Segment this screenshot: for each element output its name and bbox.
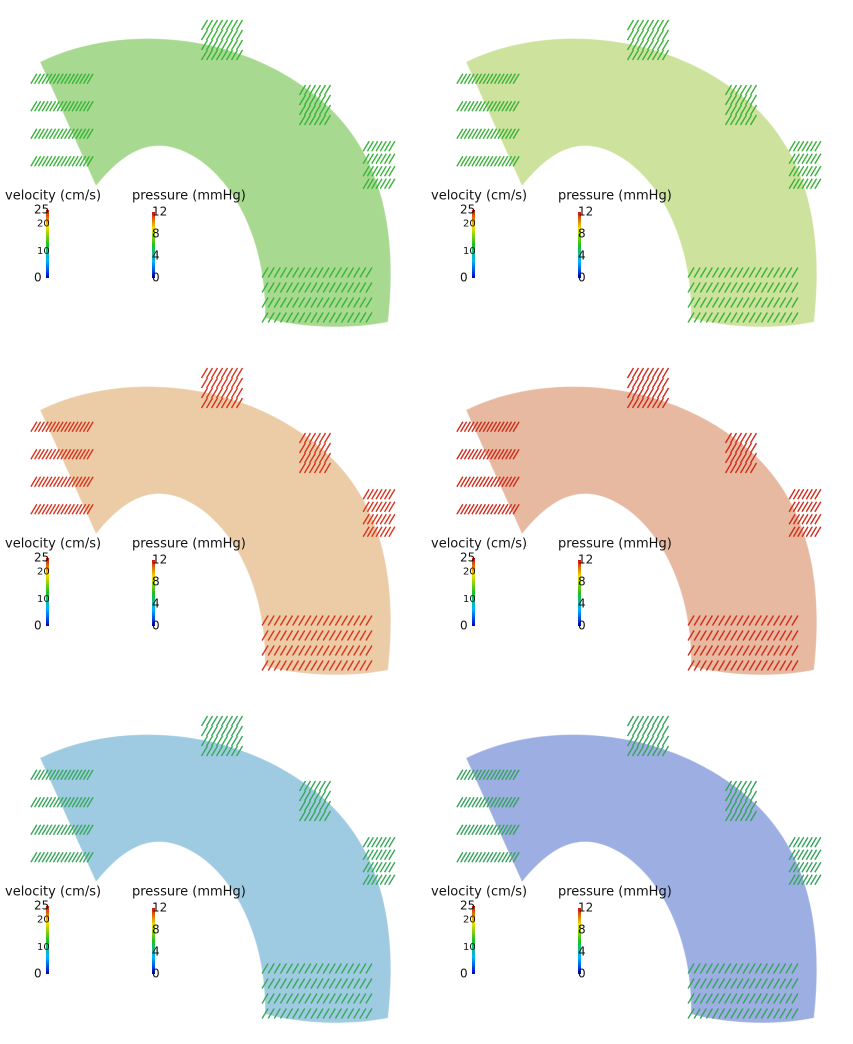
colorbar: [152, 908, 155, 974]
legend-tick: 0: [152, 967, 160, 981]
colorbar: [152, 560, 155, 626]
legend-tick: 0: [34, 619, 42, 633]
colorbar: [578, 212, 581, 278]
panel: velocity (cm/s)25 20 10 0 pressure (mmHg)12 8…: [431, 716, 821, 1023]
legend-tick: 20: [37, 219, 50, 230]
legend-tick: 12: [152, 205, 167, 219]
legend-title: pressure (mmHg): [558, 189, 672, 204]
legend-title: pressure (mmHg): [558, 537, 672, 552]
legend-tick: 4: [152, 249, 160, 263]
legend-tick: 25: [34, 899, 49, 913]
legend-tick: 10: [37, 942, 50, 953]
legend-title: pressure (mmHg): [132, 885, 246, 900]
legend-tick: 8: [152, 575, 160, 589]
legend-tick: 0: [460, 967, 468, 981]
legend-tick: 4: [578, 945, 586, 959]
panel: velocity (cm/s)25 20 10 0 pressure (mmHg)12 8…: [5, 368, 395, 675]
vessel-surface: [40, 735, 391, 1023]
legend-tick: 12: [578, 553, 593, 567]
legend-title: pressure (mmHg): [132, 537, 246, 552]
legend-tick: 4: [578, 249, 586, 263]
legend-tick: 20: [463, 915, 476, 926]
legend-tick: 8: [152, 923, 160, 937]
legend-tick: 0: [34, 271, 42, 285]
legend-tick: 20: [463, 567, 476, 578]
legend-tick: 0: [578, 619, 586, 633]
legend-tick: 4: [152, 945, 160, 959]
legend-tick: 20: [37, 915, 50, 926]
vessel-surface: [466, 387, 817, 675]
legend-tick: 0: [578, 967, 586, 981]
panel: velocity (cm/s)25 20 10 0 pressure (mmHg)12 8…: [5, 20, 395, 327]
colorbar: [152, 212, 155, 278]
legend-tick: 12: [578, 901, 593, 915]
legend-tick: 10: [463, 942, 476, 953]
legend-tick: 8: [152, 227, 160, 241]
legend-tick: 8: [578, 227, 586, 241]
legend-tick: 0: [152, 619, 160, 633]
legend-tick: 0: [460, 619, 468, 633]
panel: velocity (cm/s)25 20 10 0 pressure (mmHg)12 8…: [431, 20, 821, 327]
legend-tick: 4: [578, 597, 586, 611]
legend-tick: 0: [152, 271, 160, 285]
legend-tick: 8: [578, 923, 586, 937]
legend-tick: 12: [578, 205, 593, 219]
legend-tick: 0: [34, 967, 42, 981]
legend-tick: 10: [37, 594, 50, 605]
legend-title: velocity (cm/s): [5, 537, 101, 552]
legend-tick: 20: [37, 567, 50, 578]
legend-tick: 4: [152, 597, 160, 611]
legend-tick: 25: [460, 203, 475, 217]
colorbar: [578, 908, 581, 974]
legend-tick: 10: [463, 246, 476, 257]
legend-tick: 25: [34, 551, 49, 565]
legend-tick: 10: [463, 594, 476, 605]
legend-tick: 25: [460, 899, 475, 913]
legend-title: pressure (mmHg): [132, 189, 246, 204]
legend-tick: 10: [37, 246, 50, 257]
vessel-surface: [466, 735, 817, 1023]
figure: velocity (cm/s)2520100pressure (mmHg)128…: [0, 0, 853, 1044]
vessel-surface: [40, 387, 391, 675]
legend-tick: 25: [34, 203, 49, 217]
legend-title: velocity (cm/s): [431, 189, 527, 204]
legend-tick: 25: [460, 551, 475, 565]
vessel-surface: [40, 39, 391, 327]
legend-title: velocity (cm/s): [431, 537, 527, 552]
legend-tick: 20: [463, 219, 476, 230]
legend-title: velocity (cm/s): [431, 885, 527, 900]
legend-tick: 0: [578, 271, 586, 285]
panel: velocity (cm/s)25 20 10 0 pressure (mmHg)12 8…: [5, 716, 395, 1023]
colorbar: [578, 560, 581, 626]
legend-tick: 8: [578, 575, 586, 589]
panel: velocity (cm/s)25 20 10 0 pressure (mmHg)12 8…: [431, 368, 821, 675]
legend-title: pressure (mmHg): [558, 885, 672, 900]
legend-title: velocity (cm/s): [5, 885, 101, 900]
legend-tick: 12: [152, 553, 167, 567]
legend-title: velocity (cm/s): [5, 189, 101, 204]
legend-tick: 12: [152, 901, 167, 915]
legend-tick: 0: [460, 271, 468, 285]
vessel-surface: [466, 39, 817, 327]
